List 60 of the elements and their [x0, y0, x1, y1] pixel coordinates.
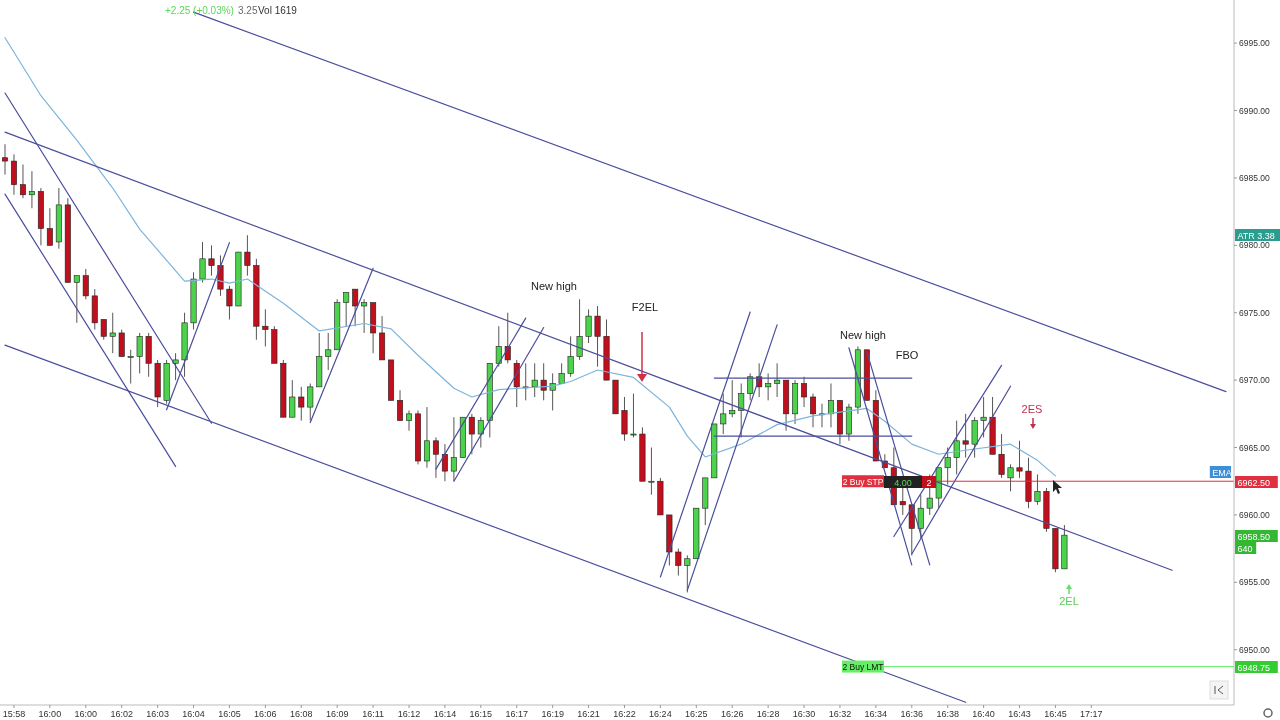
y-tick-label: 6980.00 — [1239, 240, 1270, 251]
x-tick-label: 16:00 — [74, 709, 98, 719]
x-tick-label: 16:02 — [110, 709, 133, 719]
annotation: EMA — [1212, 467, 1232, 478]
text: 6958.50 — [1237, 531, 1271, 542]
x-tick-label: 16:06 — [254, 709, 277, 719]
x-tick-label: 16:38 — [936, 709, 959, 719]
x-tick-label: 16:24 — [649, 709, 672, 719]
y-tick-label: 6970.00 — [1239, 375, 1270, 386]
x-tick-label: 16:03 — [146, 709, 169, 719]
annotation: F2EL — [631, 301, 659, 313]
x-tick-label: 16:40 — [972, 709, 995, 719]
x-tick-label: 16:26 — [720, 709, 744, 719]
x-tick-label: 16:15 — [469, 709, 493, 719]
x-tick-label: 16:04 — [182, 709, 205, 719]
y-tick-label: 6965.00 — [1239, 442, 1270, 453]
y-tick-label: 6955.00 — [1239, 577, 1270, 588]
annotation: FBO — [895, 349, 919, 361]
x-tick-label: 17:17 — [1080, 709, 1103, 719]
x-tick-label: 16:36 — [900, 709, 924, 719]
x-tick-label: 16:43 — [1008, 709, 1031, 719]
text: 6948.75 — [1237, 662, 1271, 673]
x-tick-label: 16:34 — [864, 709, 888, 719]
annotation: New high — [531, 280, 577, 292]
text: 6962.50 — [1237, 477, 1271, 488]
x-tick-label: 16:08 — [290, 709, 313, 719]
text: ATR 3.38 — [1237, 230, 1275, 241]
x-tick-label: 16:05 — [218, 709, 241, 719]
annotation: 2 — [926, 477, 932, 488]
x-tick-label: 16:25 — [685, 709, 708, 719]
y-tick-label: 6975.00 — [1239, 307, 1270, 318]
y-tick-label: 6995.00 — [1239, 38, 1270, 49]
y-tick-label: 6960.00 — [1239, 509, 1270, 520]
x-tick-label: 16:30 — [792, 709, 816, 719]
annotation: 3.25 — [238, 5, 258, 16]
x-tick-label: 16:28 — [756, 709, 780, 719]
x-tick-label: 16:14 — [433, 709, 457, 719]
x-tick-label: 16:22 — [613, 709, 636, 719]
y-tick-label: 6990.00 — [1239, 105, 1270, 116]
x-tick-label: 16:12 — [397, 709, 421, 719]
annotation: Vol 1619 — [258, 5, 298, 16]
text: 640 — [1237, 543, 1253, 554]
x-tick-label: 16:21 — [577, 709, 600, 719]
annotation: 4.00 — [894, 477, 912, 488]
x-tick-label: 16:32 — [828, 709, 852, 719]
annotation: 2EL — [1059, 595, 1079, 607]
x-tick-label: 16:00 — [38, 709, 62, 719]
x-tick-label: 16:09 — [325, 709, 349, 719]
x-tick-label: 15:58 — [2, 709, 26, 719]
x-tick-label: 16:19 — [541, 709, 564, 719]
x-tick-label: 16:11 — [362, 709, 385, 719]
ref-line-label: 2 Buy LMT — [842, 662, 884, 673]
annotation: New high — [840, 329, 886, 341]
x-tick-label: 16:45 — [1044, 709, 1067, 719]
annotation: +2.25 (+0.03%) — [165, 5, 234, 16]
y-tick-label: 6985.00 — [1239, 172, 1270, 183]
ref-line-label: 2 Buy STP — [842, 476, 884, 487]
annotation: 2ES — [1021, 403, 1043, 415]
x-tick-label: 16:17 — [505, 709, 529, 719]
y-tick-label: 6950.00 — [1239, 644, 1270, 655]
